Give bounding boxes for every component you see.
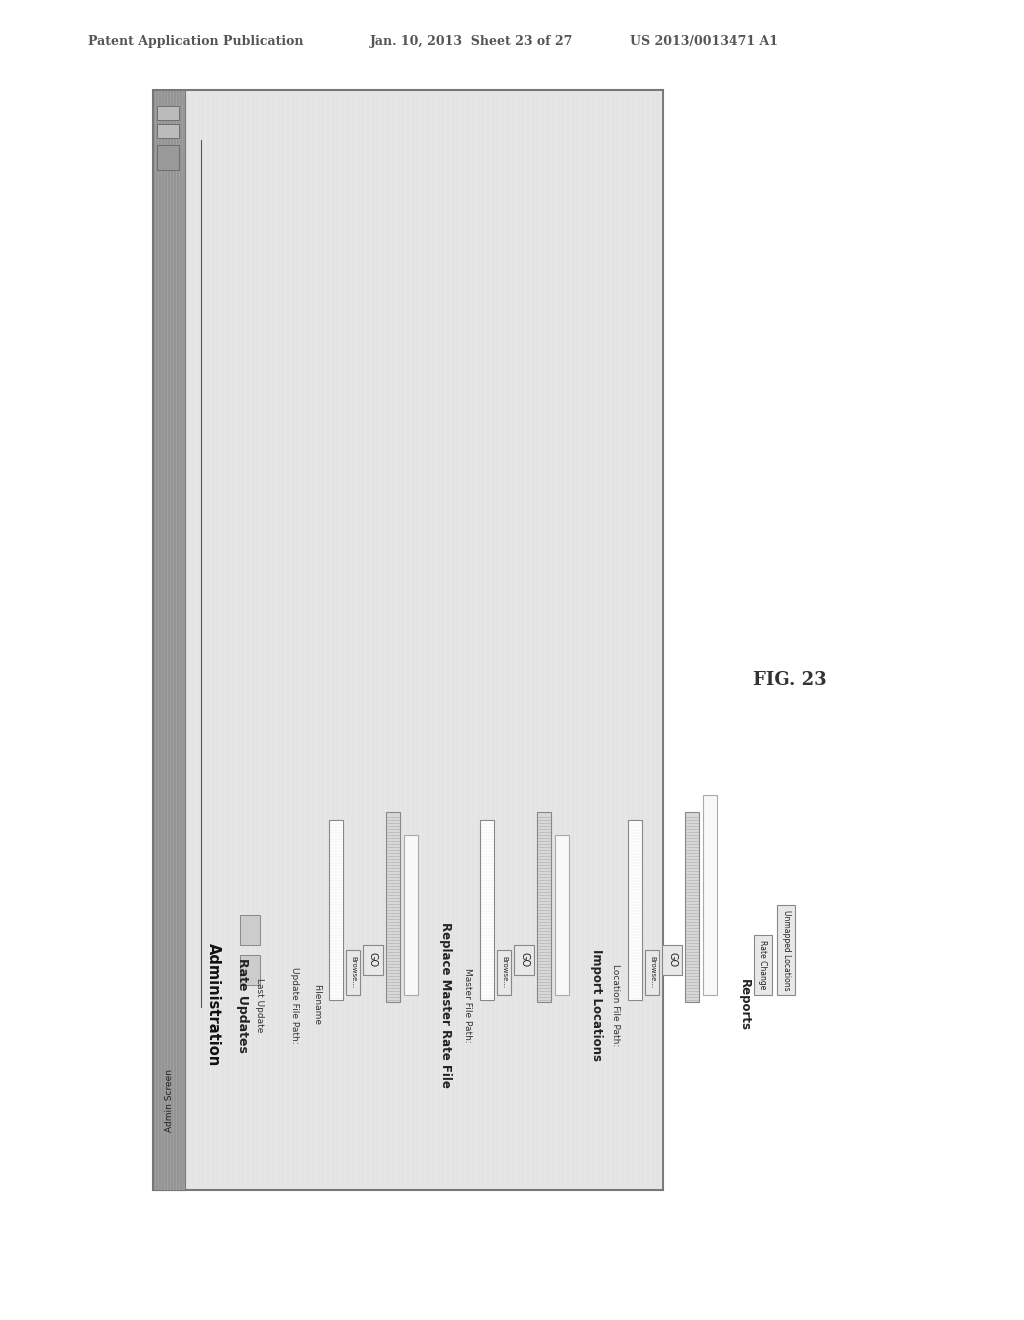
Bar xyxy=(157,145,179,170)
Text: Browse...: Browse... xyxy=(350,957,356,989)
Bar xyxy=(662,945,682,975)
Bar xyxy=(645,950,659,995)
Text: US 2013/0013471 A1: US 2013/0013471 A1 xyxy=(630,36,778,49)
Text: GO: GO xyxy=(667,953,677,968)
Bar xyxy=(329,820,343,1001)
Bar xyxy=(628,820,642,1001)
Bar xyxy=(240,915,260,945)
Text: Replace Master Rate File: Replace Master Rate File xyxy=(439,923,452,1088)
Bar xyxy=(703,795,717,995)
Bar xyxy=(497,950,511,995)
Bar xyxy=(153,90,663,1191)
Text: Jan. 10, 2013  Sheet 23 of 27: Jan. 10, 2013 Sheet 23 of 27 xyxy=(370,36,573,49)
Bar xyxy=(157,124,179,139)
Bar xyxy=(777,906,795,995)
Bar xyxy=(480,820,494,1001)
Bar xyxy=(346,950,360,995)
Text: Admin Screen: Admin Screen xyxy=(165,1068,173,1131)
Bar xyxy=(386,812,400,1002)
Text: Filename: Filename xyxy=(312,985,321,1026)
Bar xyxy=(362,945,383,975)
Bar xyxy=(514,945,534,975)
Text: Rate Updates: Rate Updates xyxy=(236,957,249,1052)
Text: Patent Application Publication: Patent Application Publication xyxy=(88,36,303,49)
Text: GO: GO xyxy=(368,953,378,968)
Text: Rate Change: Rate Change xyxy=(759,940,768,990)
Text: Location File Path:: Location File Path: xyxy=(611,964,620,1047)
Bar xyxy=(685,812,699,1002)
Text: Master File Path:: Master File Path: xyxy=(463,968,472,1043)
Bar xyxy=(537,812,551,1002)
Bar xyxy=(555,836,569,995)
Text: Administration: Administration xyxy=(206,944,221,1067)
Text: Reports: Reports xyxy=(738,979,751,1031)
Text: FIG. 23: FIG. 23 xyxy=(754,671,826,689)
Text: Update File Path:: Update File Path: xyxy=(290,966,299,1043)
Bar xyxy=(240,954,260,985)
Text: Unmapped Locations: Unmapped Locations xyxy=(781,909,791,990)
Text: Browse...: Browse... xyxy=(649,957,655,989)
Text: Last Update: Last Update xyxy=(255,978,264,1032)
Bar xyxy=(404,836,418,995)
Text: Import Locations: Import Locations xyxy=(590,949,603,1061)
Text: GO: GO xyxy=(519,953,529,968)
Bar xyxy=(754,935,772,995)
Text: Browse...: Browse... xyxy=(501,957,507,989)
Bar xyxy=(153,90,185,1191)
Bar xyxy=(157,106,179,120)
